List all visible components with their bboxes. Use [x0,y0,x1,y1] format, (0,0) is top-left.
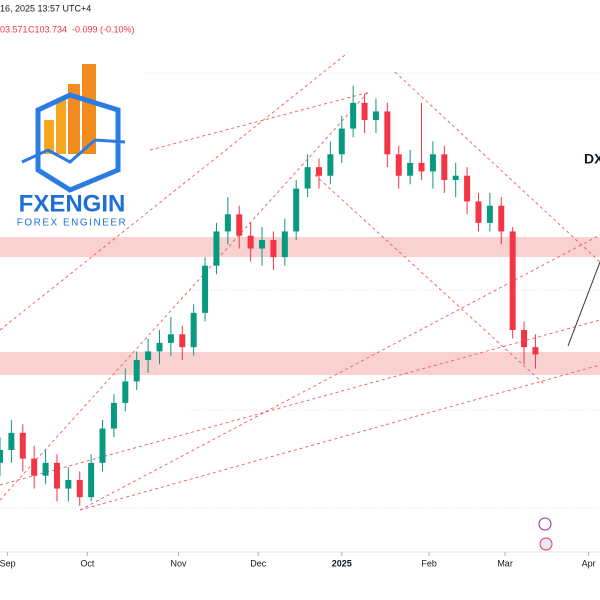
candle-body [418,162,425,172]
logo: FXENGIN FOREX ENGINEER [17,64,127,229]
candle-body [259,240,266,249]
candle-body [441,154,448,180]
candle-body [156,342,163,352]
candle-body [53,462,60,489]
trend-line [0,54,346,331]
candle-body [110,402,117,429]
candle-body [167,334,174,343]
candle-body [509,231,516,330]
candle-body [145,351,152,360]
candle-body [372,111,379,120]
candle-body [361,102,368,120]
x-tick-label: Feb [421,558,437,568]
candle-body [99,428,106,463]
candle-body [202,265,209,313]
logo-bar [68,84,80,154]
candle-body [190,312,197,348]
candle-body [76,480,83,498]
candle-body [521,330,528,348]
candle-body [0,450,3,463]
plot-area [0,54,600,511]
candle-body [384,111,391,155]
logo-tagline: FOREX ENGINEER [17,218,127,229]
candle-body [395,154,402,176]
candle-body [236,214,243,236]
event-icon[interactable] [538,517,552,531]
logo-name: FXENGIN [19,190,126,217]
candle-body [224,214,231,232]
trend-line [149,91,371,151]
candle-body [281,231,288,258]
candle-body [133,360,140,382]
header-quote: 03.571 [0,24,28,34]
trend-line [0,89,371,501]
candle-body [213,231,220,266]
candle-body [31,458,38,476]
candle-body [19,432,26,459]
header-datetime: 16, 2025 13:57 UTC+4 [0,3,91,13]
candle-body [65,480,72,489]
x-tick-label: Sep [0,558,16,568]
candle-body [350,102,357,129]
candle-body [532,347,539,355]
header-change: -0.099 (-0.10%) [72,24,135,34]
candle-body [486,205,493,223]
candle-body [88,462,95,498]
x-tick-label: 2025 [332,558,352,568]
candle-body [327,154,334,176]
candle-body [315,167,322,176]
candle-body [498,205,505,232]
candle-body [338,128,345,155]
logo-line [21,138,126,164]
trend-line [314,174,546,386]
header-close: C103.734 [28,24,67,34]
support-zone [0,352,600,375]
x-tick-label: Mar [497,558,513,568]
x-tick-label: Apr [582,558,596,568]
candle-body [464,175,471,202]
symbol-label: DX [584,151,600,167]
event-icon[interactable] [539,537,553,551]
logo-bar [44,120,54,154]
logo-shield [35,92,121,193]
candle-body [270,240,277,258]
x-tick-label: Oct [80,558,95,568]
candle-body [122,381,129,403]
candle-body [293,188,300,232]
candle-body [452,175,459,180]
candle-body [407,162,414,176]
candle-body [42,462,49,476]
trend-line [79,234,600,511]
candle-body [8,432,15,450]
x-tick-label: Nov [170,558,187,568]
candle-body [475,201,482,223]
candle-body [247,235,254,249]
x-tick-label: Dec [250,558,267,568]
candle-body [304,167,311,189]
logo-bar [56,100,66,154]
trend-line [394,71,600,263]
logo-bar [82,64,96,154]
candle-body [429,154,436,172]
projection-arrow [567,261,600,347]
candle-body [179,334,186,348]
resistance-zone [0,237,600,257]
